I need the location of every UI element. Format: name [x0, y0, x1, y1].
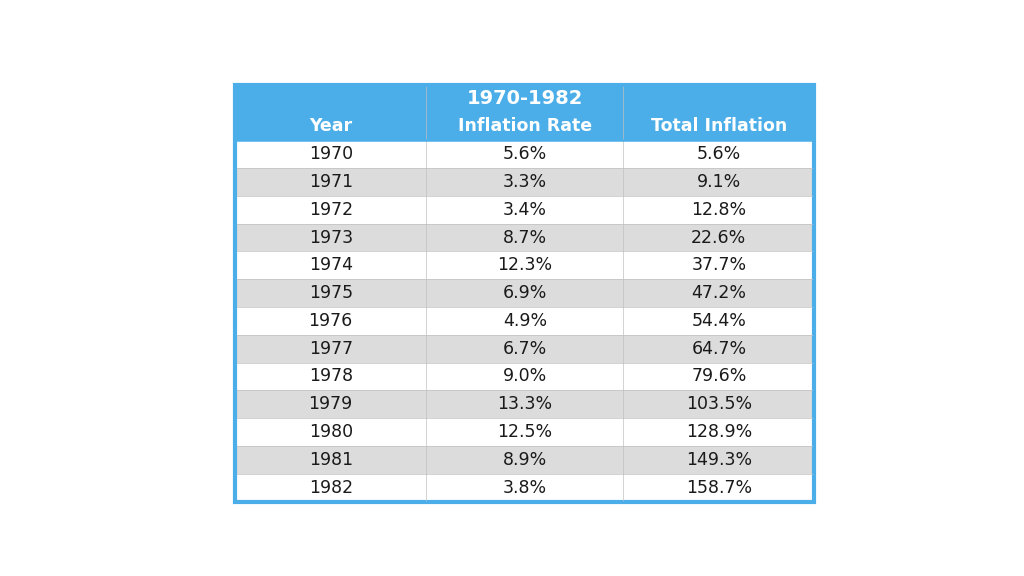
Bar	[236, 362, 814, 391]
Text: 6.7%: 6.7%	[503, 340, 547, 358]
Text: 5.6%: 5.6%	[696, 145, 741, 163]
Text: 1980: 1980	[308, 423, 353, 441]
Bar	[236, 279, 814, 307]
Bar	[236, 446, 814, 473]
Text: 1982: 1982	[308, 479, 353, 497]
Text: Total Inflation: Total Inflation	[650, 118, 787, 135]
Text: 158.7%: 158.7%	[686, 479, 752, 497]
Text: 1974: 1974	[308, 256, 352, 274]
Text: 1970: 1970	[308, 145, 353, 163]
Text: 8.9%: 8.9%	[503, 451, 547, 469]
Text: 1973: 1973	[308, 229, 353, 247]
Text: 3.8%: 3.8%	[503, 479, 547, 497]
Text: 1976: 1976	[308, 312, 353, 330]
Text: 3.3%: 3.3%	[503, 173, 547, 191]
Text: 1970-1982: 1970-1982	[467, 89, 583, 108]
Text: 5.6%: 5.6%	[503, 145, 547, 163]
Text: 54.4%: 54.4%	[691, 312, 746, 330]
Bar	[236, 251, 814, 279]
Bar	[236, 391, 814, 418]
Bar	[236, 85, 814, 140]
Text: 13.3%: 13.3%	[498, 395, 552, 413]
Text: 9.1%: 9.1%	[696, 173, 741, 191]
Text: 1981: 1981	[308, 451, 353, 469]
Bar	[236, 307, 814, 335]
Bar	[236, 196, 814, 223]
Text: 1972: 1972	[308, 200, 353, 219]
Bar	[236, 335, 814, 362]
Text: 1971: 1971	[308, 173, 353, 191]
Text: 47.2%: 47.2%	[691, 284, 746, 302]
Text: 1975: 1975	[308, 284, 353, 302]
Text: 8.7%: 8.7%	[503, 229, 547, 247]
Text: 1978: 1978	[308, 367, 353, 385]
Text: 12.8%: 12.8%	[691, 200, 746, 219]
Text: 22.6%: 22.6%	[691, 229, 746, 247]
Bar	[236, 85, 814, 502]
Bar	[236, 140, 814, 168]
Text: 6.9%: 6.9%	[503, 284, 547, 302]
Text: 37.7%: 37.7%	[691, 256, 746, 274]
Text: 1977: 1977	[308, 340, 353, 358]
Bar	[236, 223, 814, 251]
Bar	[236, 418, 814, 446]
Bar	[236, 168, 814, 196]
Text: Year: Year	[309, 118, 352, 135]
Text: 149.3%: 149.3%	[686, 451, 752, 469]
Text: 103.5%: 103.5%	[686, 395, 752, 413]
Text: 79.6%: 79.6%	[691, 367, 746, 385]
Text: 64.7%: 64.7%	[691, 340, 746, 358]
Text: 128.9%: 128.9%	[686, 423, 752, 441]
Text: 12.3%: 12.3%	[498, 256, 552, 274]
Text: 4.9%: 4.9%	[503, 312, 547, 330]
Text: 9.0%: 9.0%	[503, 367, 547, 385]
Text: Inflation Rate: Inflation Rate	[458, 118, 592, 135]
Text: 12.5%: 12.5%	[498, 423, 552, 441]
Bar	[236, 473, 814, 502]
Text: 3.4%: 3.4%	[503, 200, 547, 219]
Text: 1979: 1979	[308, 395, 353, 413]
Bar	[236, 85, 814, 502]
